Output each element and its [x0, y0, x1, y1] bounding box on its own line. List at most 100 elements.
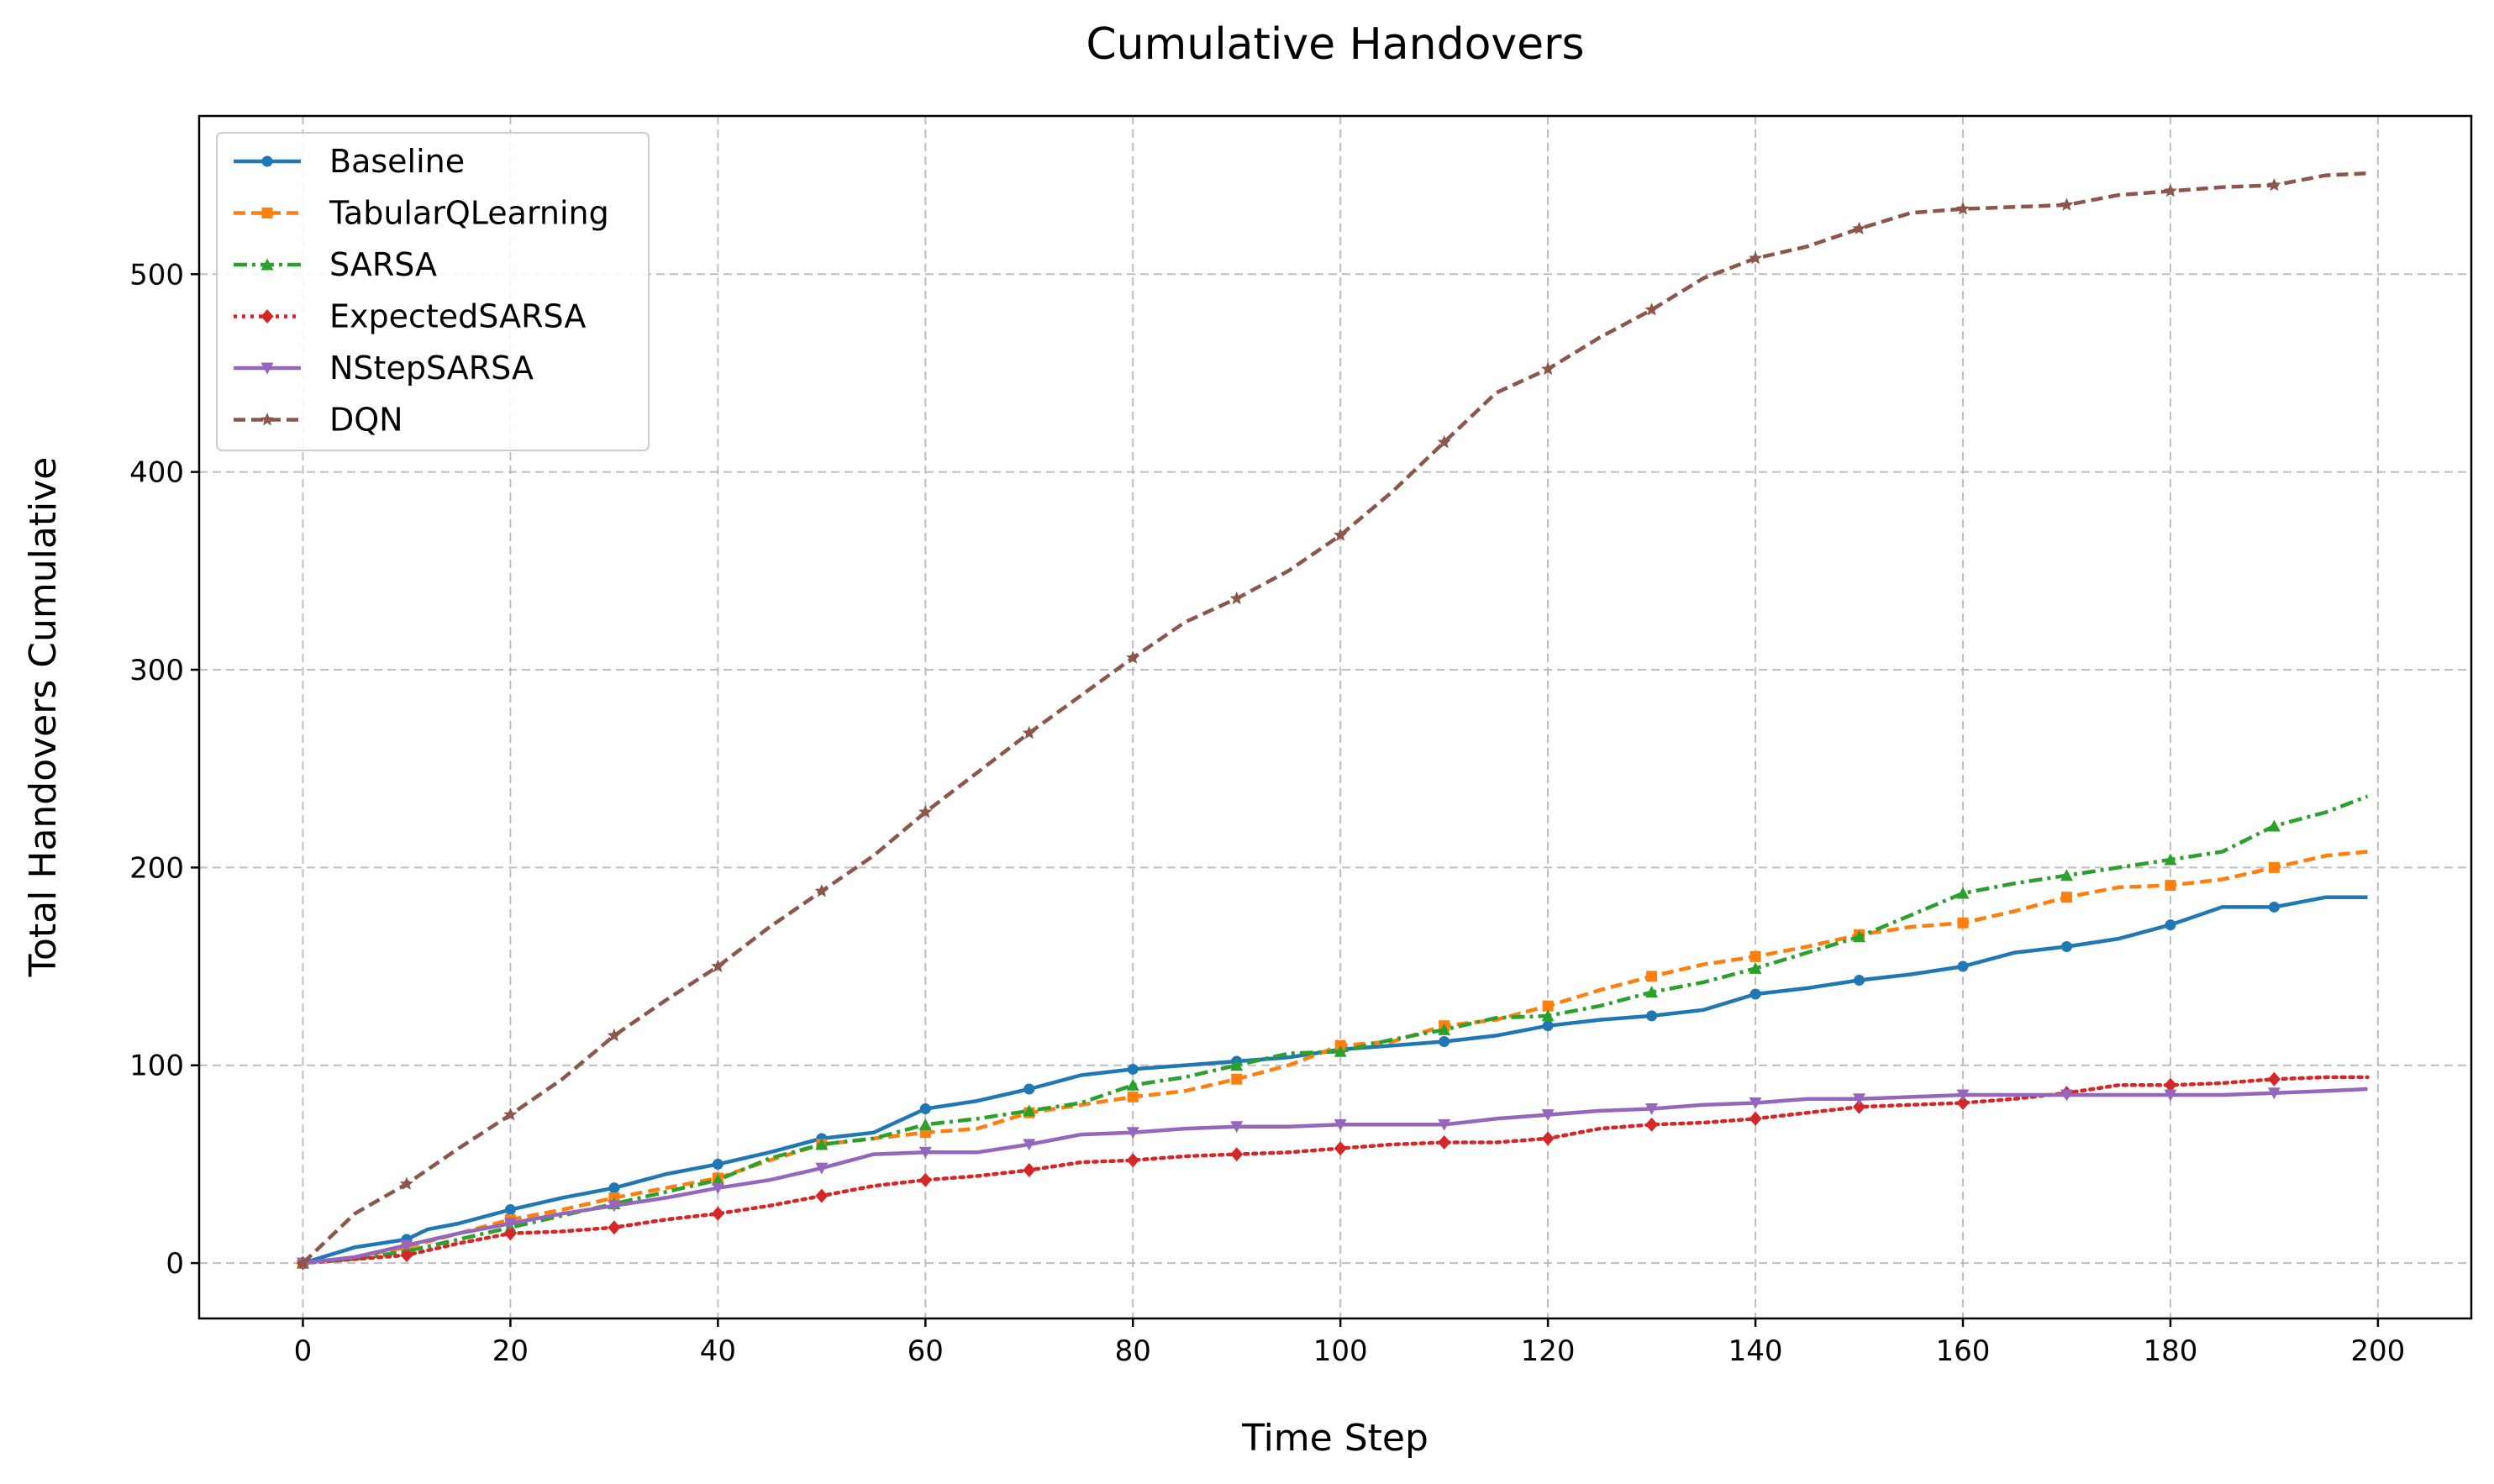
data-point-dqn [1437, 434, 1451, 449]
legend-label: NStepSARSA [329, 350, 534, 387]
data-point-dqn [399, 1176, 413, 1190]
data-point-tabularqlearning [1957, 917, 1969, 929]
data-point-baseline [1023, 1083, 1035, 1095]
data-point-expectedsarsa [503, 1226, 517, 1241]
data-point-dqn [711, 959, 725, 972]
legend-label: DQN [329, 402, 403, 439]
data-point-nstepsarsa [608, 1200, 621, 1213]
plot-area-frame [197, 114, 2473, 1320]
legend-label: ExpectedSARSA [329, 298, 586, 335]
legend: Baseline TabularQLearning SARSA ExpectedSAR… [216, 132, 650, 451]
data-point-sarsa [1023, 1104, 1036, 1117]
data-point-baseline [504, 1204, 516, 1216]
chart-title: Cumulative Handovers [1086, 19, 1584, 70]
x-tick-label: 20 [492, 1334, 529, 1368]
data-point-tabularqlearning [1127, 1091, 1139, 1102]
data-point-nstepsarsa [400, 1239, 413, 1252]
data-point-baseline [1646, 1010, 1658, 1022]
data-point-expectedsarsa [400, 1248, 413, 1263]
data-point-nstepsarsa [1749, 1097, 1762, 1109]
data-point-expectedsarsa [2267, 1071, 2281, 1087]
data-point-tabularqlearning [2268, 861, 2280, 873]
data-point-sarsa [2267, 819, 2281, 832]
data-point-sarsa [1334, 1045, 1347, 1057]
x-axis-title: Time Step [1241, 1417, 1429, 1460]
data-point-nstepsarsa [1230, 1121, 1244, 1134]
x-tick-label: 0 [294, 1334, 313, 1368]
data-point-baseline [1127, 1063, 1139, 1075]
data-point-expectedsarsa [2164, 1077, 2177, 1092]
data-point-baseline [1957, 960, 1969, 972]
series-layer [296, 171, 2370, 1271]
x-tick-label: 120 [1521, 1334, 1576, 1368]
data-point-nstepsarsa [1645, 1103, 1659, 1116]
data-point-nstepsarsa [918, 1146, 932, 1159]
legend-item-expectedsarsa: ExpectedSARSA [234, 298, 586, 335]
data-point-sarsa [918, 1118, 932, 1130]
data-point-sarsa [2164, 853, 2177, 866]
y-axis-title: Total Handovers Cumulative [22, 457, 65, 978]
data-point-dqn [1541, 361, 1555, 376]
data-point-dqn [2267, 177, 2281, 192]
legend-item-tabularqlearning: TabularQLearning [234, 195, 609, 232]
data-point-baseline [1749, 988, 1761, 1000]
data-point-dqn [1334, 528, 1348, 541]
data-point-sarsa [1126, 1078, 1139, 1091]
data-point-expectedsarsa [711, 1206, 724, 1221]
data-point-sarsa [2060, 869, 2073, 881]
series-dqn [296, 171, 2368, 1269]
data-point-nstepsarsa [2267, 1087, 2281, 1100]
data-point-dqn [918, 805, 933, 818]
legend-swatch-marker [260, 309, 274, 324]
data-point-sarsa [1956, 887, 1970, 899]
data-point-expectedsarsa [1023, 1162, 1036, 1177]
data-point-baseline [712, 1158, 723, 1170]
x-tick-label: 40 [700, 1334, 736, 1368]
series-line-baseline [302, 895, 2368, 1266]
data-point-sarsa [1749, 961, 1762, 974]
data-point-tabularqlearning [2165, 880, 2176, 892]
data-point-tabularqlearning [1231, 1073, 1243, 1085]
y-tick-label: 0 [166, 1247, 184, 1281]
data-point-nstepsarsa [1023, 1139, 1036, 1151]
data-point-expectedsarsa [1230, 1147, 1244, 1162]
x-tick-label: 160 [1936, 1334, 1991, 1368]
series-line-sarsa [303, 794, 2369, 1266]
data-point-dqn [1229, 591, 1244, 605]
data-point-nstepsarsa [815, 1162, 829, 1175]
data-point-sarsa [1438, 1023, 1451, 1035]
data-point-dqn [296, 1255, 310, 1269]
data-point-dqn [1955, 202, 1970, 215]
legend-swatch-marker [261, 155, 273, 167]
data-point-expectedsarsa [1956, 1095, 1970, 1110]
data-point-expectedsarsa [1645, 1117, 1659, 1132]
x-tick-label: 100 [1313, 1334, 1368, 1368]
data-point-nstepsarsa [1334, 1118, 1347, 1131]
legend-box [216, 132, 650, 451]
data-point-sarsa [1541, 1009, 1555, 1022]
y-tick-label: 100 [129, 1050, 184, 1083]
data-point-sarsa [1230, 1059, 1244, 1071]
data-point-baseline [919, 1103, 931, 1115]
y-tick-label: 500 [129, 258, 184, 292]
data-point-baseline [1542, 1020, 1554, 1032]
data-point-tabularqlearning [2060, 892, 2072, 903]
data-point-dqn [2060, 197, 2074, 211]
data-point-expectedsarsa [1853, 1099, 1866, 1114]
y-tick-label: 400 [129, 456, 184, 490]
legend-item-baseline: Baseline [234, 143, 465, 180]
data-point-nstepsarsa [1541, 1109, 1555, 1122]
legend-item-nstepsarsa: NStepSARSA [234, 350, 534, 387]
legend-item-sarsa: SARSA [234, 246, 437, 283]
legend-label: TabularQLearning [329, 195, 609, 232]
legend-swatch-marker [260, 362, 274, 375]
data-point-baseline [1439, 1035, 1450, 1047]
data-point-sarsa [1853, 930, 1866, 943]
x-tick-label: 140 [1728, 1334, 1783, 1368]
data-point-expectedsarsa [918, 1172, 932, 1187]
data-point-tabularqlearning [1542, 1000, 1554, 1012]
data-point-dqn [607, 1028, 621, 1042]
data-point-nstepsarsa [503, 1218, 517, 1230]
data-point-nstepsarsa [1438, 1118, 1451, 1131]
legend-item-dqn: DQN [234, 402, 403, 439]
